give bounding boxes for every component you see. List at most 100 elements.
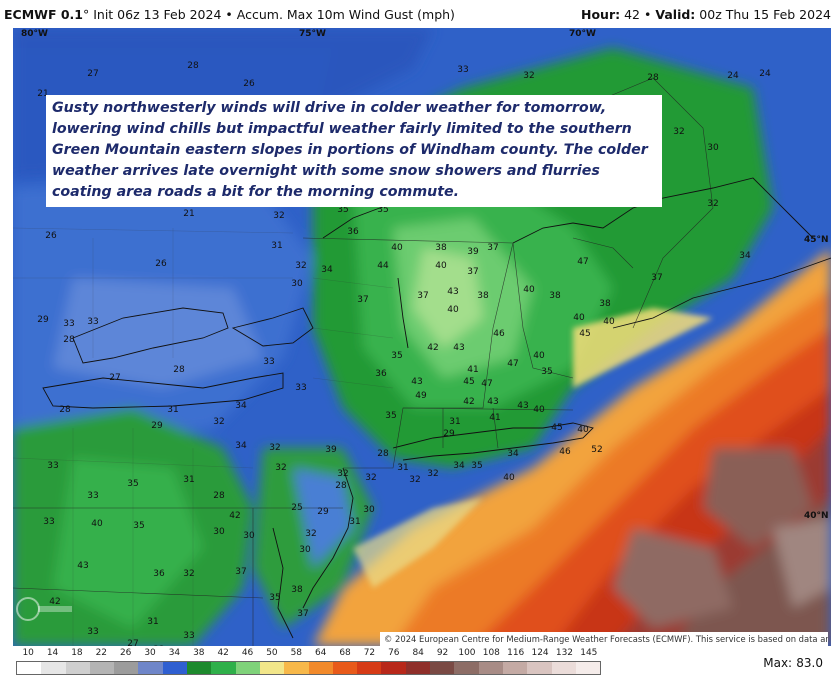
legend-swatch bbox=[41, 662, 66, 674]
gust-value: 31 bbox=[183, 475, 194, 485]
legend-swatch bbox=[332, 662, 358, 674]
gust-value: 30 bbox=[291, 279, 303, 289]
gust-value: 35 bbox=[541, 367, 552, 377]
gust-value: 43 bbox=[453, 343, 464, 353]
gust-value: 33 bbox=[43, 517, 54, 527]
legend-tick-label: 68 bbox=[339, 648, 351, 658]
gust-value: 38 bbox=[291, 585, 303, 595]
separator: • bbox=[644, 7, 652, 22]
gust-value: 42 bbox=[49, 597, 60, 607]
gust-value: 37 bbox=[235, 567, 246, 577]
gust-value: 33 bbox=[47, 461, 58, 471]
gust-value: 26 bbox=[155, 259, 167, 269]
gust-value: 32 bbox=[337, 469, 348, 479]
legend-swatch bbox=[575, 662, 601, 674]
legend-swatch bbox=[527, 662, 552, 674]
gust-value: 34 bbox=[507, 449, 519, 459]
copyright-notice: © 2024 European Centre for Medium-Range … bbox=[380, 632, 828, 646]
degree-mark: ° bbox=[82, 7, 90, 22]
gust-value: 37 bbox=[297, 609, 308, 619]
legend-tick-labels: 10 14 18 22 26 30 34 38 42 46 50 58 64 68 72 76 84 92 100 1… bbox=[16, 647, 601, 661]
legend-swatch bbox=[405, 662, 431, 674]
max-value: Max: 83.0 bbox=[763, 656, 823, 670]
gust-value: 34 bbox=[739, 251, 751, 261]
gust-value: 52 bbox=[591, 445, 602, 455]
legend-swatch bbox=[89, 662, 115, 674]
gust-value: 35 bbox=[377, 205, 388, 215]
max-number: 83.0 bbox=[796, 656, 823, 670]
legend-tick-label: 34 bbox=[168, 648, 181, 658]
lat-40-label: 40°N bbox=[804, 511, 829, 521]
ocean-gust-shading bbox=[313, 248, 831, 646]
hour-value: 42 bbox=[624, 7, 641, 22]
gust-value: 45 bbox=[463, 377, 474, 387]
gust-value: 32 bbox=[305, 529, 316, 539]
gust-value: 33 bbox=[183, 631, 194, 641]
gust-value: 28 bbox=[187, 61, 199, 71]
gust-value: 30 bbox=[363, 505, 375, 515]
gust-value: 32 bbox=[365, 473, 376, 483]
gust-value: 37 bbox=[357, 295, 368, 305]
legend-tick-label: 124 bbox=[531, 648, 549, 658]
gust-value: 30 bbox=[213, 527, 225, 537]
gust-value: 32 bbox=[213, 417, 224, 427]
gust-value: 24 bbox=[727, 71, 739, 81]
gust-value: 36 bbox=[153, 569, 165, 579]
gust-value: 30 bbox=[243, 531, 255, 541]
gust-value: 33 bbox=[63, 319, 74, 329]
lon-80-label: 80°W bbox=[21, 29, 48, 39]
legend-tick-label: 22 bbox=[95, 648, 108, 658]
county-lines bbox=[13, 227, 394, 646]
gust-value: 40 bbox=[573, 313, 585, 323]
gust-value: 32 bbox=[673, 127, 684, 137]
gust-value: 32 bbox=[523, 71, 534, 81]
gust-value: 40 bbox=[533, 351, 545, 361]
gust-value: 35 bbox=[391, 351, 402, 361]
gust-value: 43 bbox=[411, 377, 422, 387]
gust-value: 49 bbox=[415, 391, 427, 401]
legend-swatch bbox=[284, 662, 309, 674]
legend-swatch bbox=[187, 662, 212, 674]
gust-value: 25 bbox=[291, 503, 302, 513]
legend-tick-label: 76 bbox=[388, 648, 400, 658]
gust-value: 35 bbox=[133, 521, 144, 531]
legend-swatch bbox=[502, 662, 528, 674]
gust-value: 43 bbox=[487, 397, 498, 407]
gust-value: 45 bbox=[551, 423, 562, 433]
gust-value: 47 bbox=[481, 379, 492, 389]
gust-value: 33 bbox=[87, 627, 98, 637]
gust-value: 34 bbox=[453, 461, 465, 471]
gust-value: 39 bbox=[467, 247, 479, 257]
separator: • bbox=[225, 7, 233, 22]
legend-swatch bbox=[162, 662, 188, 674]
gust-value: 38 bbox=[477, 291, 489, 301]
legend-swatch bbox=[381, 662, 406, 674]
legend-tick-label: 116 bbox=[507, 648, 525, 658]
gust-value: 27 bbox=[127, 639, 138, 646]
gust-value: 21 bbox=[183, 209, 194, 219]
gust-value: 29 bbox=[317, 507, 329, 517]
yellow-band bbox=[353, 308, 713, 588]
gust-value: 39 bbox=[325, 445, 337, 455]
forecast-annotation: Gusty northwesterly winds will drive in … bbox=[46, 95, 662, 207]
gust-value: 28 bbox=[335, 481, 347, 491]
gust-value: 36 bbox=[347, 227, 359, 237]
wind-gust-map: 80°W 75°W 70°W 45°N 40°N 21 27 28 26 33 32 28 2… bbox=[13, 28, 831, 646]
gust-value: 37 bbox=[467, 267, 478, 277]
state-boundaries bbox=[13, 77, 714, 646]
gust-value: 32 bbox=[707, 199, 718, 209]
legend-tick-label: 145 bbox=[580, 648, 598, 658]
gust-value: 38 bbox=[599, 299, 611, 309]
gust-value-labels: 2127282633322824242626213235353732303226… bbox=[37, 61, 771, 646]
gust-value: 40 bbox=[603, 317, 615, 327]
gust-value: 31 bbox=[147, 617, 158, 627]
gust-value: 35 bbox=[269, 593, 280, 603]
lon-70-label: 70°W bbox=[569, 29, 596, 39]
legend-tick-label: 64 bbox=[314, 648, 327, 658]
legend-tick-label: 46 bbox=[241, 648, 254, 658]
gust-value: 33 bbox=[457, 65, 468, 75]
gust-value: 47 bbox=[507, 359, 518, 369]
legend-tick-label: 50 bbox=[266, 648, 278, 658]
gust-value: 40 bbox=[391, 243, 403, 253]
legend-swatch bbox=[65, 662, 90, 674]
